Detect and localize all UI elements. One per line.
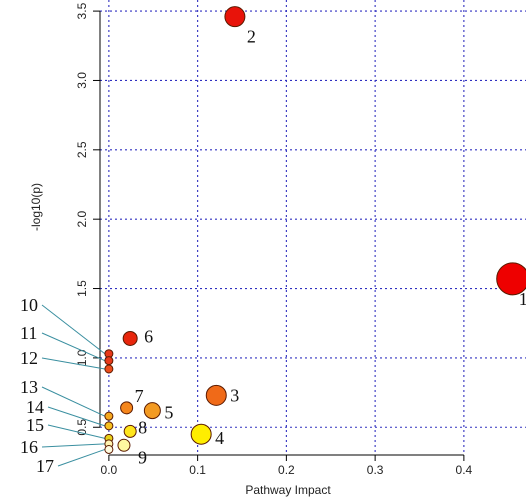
point-label-4: 4 bbox=[215, 428, 224, 448]
y-tick-label: 3.0 bbox=[75, 72, 89, 89]
data-point-17 bbox=[104, 444, 114, 454]
y-tick-label: 0.5 bbox=[75, 419, 89, 436]
leader-line-10 bbox=[41, 304, 106, 355]
leader-line-11 bbox=[41, 332, 106, 362]
data-points bbox=[104, 6, 526, 454]
point-label-7: 7 bbox=[135, 386, 144, 406]
data-point-13 bbox=[104, 411, 114, 421]
point-label-13: 13 bbox=[20, 377, 38, 397]
leader-line-13 bbox=[41, 386, 106, 417]
data-point-12 bbox=[104, 364, 114, 374]
point-label-16: 16 bbox=[20, 437, 38, 457]
x-axis-title: Pathway Impact bbox=[245, 483, 331, 497]
leader-line-17 bbox=[57, 448, 106, 467]
point-label-2: 2 bbox=[247, 27, 256, 47]
data-point-1 bbox=[496, 262, 526, 296]
grid-lines bbox=[100, 0, 526, 455]
point-label-17: 17 bbox=[36, 456, 54, 476]
point-label-14: 14 bbox=[26, 397, 44, 417]
point-label-10: 10 bbox=[20, 295, 38, 315]
point-label-6: 6 bbox=[144, 326, 153, 346]
point-label-5: 5 bbox=[164, 403, 173, 423]
leader-line-16 bbox=[41, 443, 105, 448]
data-point-4 bbox=[190, 423, 212, 445]
point-label-15: 15 bbox=[26, 415, 44, 435]
point-label-1: 1 bbox=[519, 289, 526, 309]
data-point-6 bbox=[122, 330, 138, 346]
leader-line-12 bbox=[41, 357, 105, 370]
axes: 0.5 1.0 1.5 2.0 2.5 3.0 3.5 0.0 0.1 0.2 0.3 0.4 bbox=[75, 2, 473, 477]
data-point-11 bbox=[104, 356, 114, 366]
x-tick-label: 0.4 bbox=[456, 463, 473, 477]
leader-line-14 bbox=[47, 406, 106, 427]
point-label-3: 3 bbox=[230, 385, 239, 405]
data-point-8 bbox=[123, 424, 137, 438]
data-point-2 bbox=[224, 6, 246, 28]
data-point-14 bbox=[104, 421, 114, 431]
data-point-7 bbox=[120, 401, 134, 415]
y-axis-title: -log10(p) bbox=[29, 183, 43, 231]
point-label-11: 11 bbox=[20, 323, 37, 343]
y-tick-label: 2.5 bbox=[75, 141, 89, 158]
data-point-9 bbox=[117, 438, 131, 452]
y-tick-label: 1.0 bbox=[75, 349, 89, 366]
y-tick-label: 3.5 bbox=[75, 2, 89, 19]
x-tick-label: 0.1 bbox=[189, 463, 206, 477]
point-label-12: 12 bbox=[20, 348, 38, 368]
point-label-9: 9 bbox=[138, 447, 147, 467]
x-tick-label: 0.3 bbox=[367, 463, 384, 477]
y-tick-label: 2.0 bbox=[75, 211, 89, 228]
leader-line-15 bbox=[47, 424, 105, 439]
x-tick-label: 0.0 bbox=[101, 463, 118, 477]
x-tick-label: 0.2 bbox=[278, 463, 295, 477]
data-point-5 bbox=[143, 402, 161, 420]
point-label-8: 8 bbox=[138, 417, 147, 437]
data-point-3 bbox=[205, 384, 227, 406]
leader-lines bbox=[41, 304, 106, 467]
y-tick-label: 1.5 bbox=[75, 280, 89, 297]
